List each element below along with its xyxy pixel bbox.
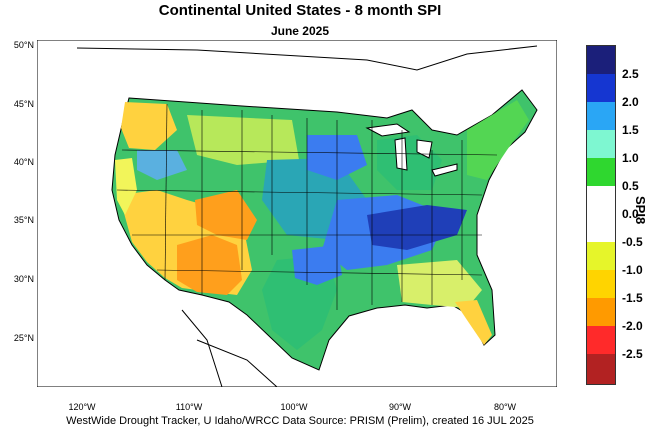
mexico-coastline — [196, 339, 278, 388]
florida-dry-region — [455, 300, 492, 345]
colorado-plateau-dry-region — [195, 190, 257, 240]
legend-swatch-extreme-wet — [587, 46, 615, 74]
lake-superior — [365, 123, 411, 137]
legend-swatch-1-5 — [587, 130, 615, 158]
lon-label-100w: 100°W — [280, 402, 308, 412]
northern-plains-mixed-region — [187, 115, 299, 165]
southeast-mixed-region — [397, 260, 482, 308]
lat-label-30: 30°N — [13, 274, 34, 284]
legend-tick-0-0: 0.0 — [622, 207, 639, 221]
northwest-wet-patch — [137, 150, 187, 180]
legend-tick-2-5: 2.5 — [622, 67, 639, 81]
lat-label-40: 40°N — [13, 157, 34, 167]
baja-coastline — [181, 309, 223, 388]
legend-swatch-1-0 — [587, 158, 615, 186]
legend-tick-neg-2-0: -2.0 — [622, 319, 643, 333]
legend-swatch-neg-2-0 — [587, 326, 615, 354]
legend-swatch-neg-1-0 — [587, 270, 615, 298]
legend-tick-1-5: 1.5 — [622, 123, 639, 137]
map-title: Continental United States - 8 month SPI — [158, 2, 442, 19]
legend-swatch-0-5 — [587, 186, 615, 214]
lon-label-80w: 80°W — [493, 402, 517, 412]
lat-label-45: 45°N — [13, 99, 34, 109]
legend-tick-neg-0-5: -0.5 — [622, 235, 643, 249]
four-corners-very-dry-region — [177, 235, 242, 295]
northeast-wet-region — [467, 100, 529, 180]
lat-label-50: 50°N — [13, 40, 34, 50]
source-credit: WestWide Drought Tracker, U Idaho/WRCC D… — [66, 415, 534, 427]
legend-swatch-2-5 — [587, 74, 615, 102]
map-subtitle: June 2025 — [270, 24, 330, 38]
legend-tick-neg-1-5: -1.5 — [622, 291, 643, 305]
canada-border-line — [76, 45, 538, 71]
lake-huron — [416, 139, 433, 159]
legend-title: SPI8 — [633, 196, 648, 225]
legend-tick-0-5: 0.5 — [622, 179, 639, 193]
lat-label-25: 25°N — [13, 333, 34, 343]
texas-oklahoma-very-wet-region — [292, 245, 342, 285]
legend-swatch-0-0 — [587, 214, 615, 242]
pacific-northwest-dry-region — [121, 102, 177, 150]
legend-tick-neg-2-5: -2.5 — [622, 347, 643, 361]
legend-swatch-neg-0-5 — [587, 242, 615, 270]
lon-label-110w: 110°W — [175, 402, 203, 412]
legend-swatch-2-0 — [587, 102, 615, 130]
legend-tick-2-0: 2.0 — [622, 95, 639, 109]
lon-label-90w: 90°W — [388, 402, 412, 412]
spi-color-legend — [586, 45, 616, 385]
map-panel — [36, 39, 558, 388]
lake-erie — [431, 163, 458, 177]
california-coast-mixed-region — [115, 158, 137, 215]
ohio-valley-extreme-wet-region — [367, 205, 467, 250]
lon-label-120w: 120°W — [68, 402, 96, 412]
lat-label-35: 35°N — [13, 215, 34, 225]
legend-swatch-neg-1-5 — [587, 298, 615, 326]
state-boundaries — [116, 103, 498, 310]
legend-swatch-extreme-dry — [587, 354, 615, 384]
usa-spi-map — [36, 39, 558, 388]
legend-tick-neg-1-0: -1.0 — [622, 263, 643, 277]
legend-tick-1-0: 1.0 — [622, 151, 639, 165]
